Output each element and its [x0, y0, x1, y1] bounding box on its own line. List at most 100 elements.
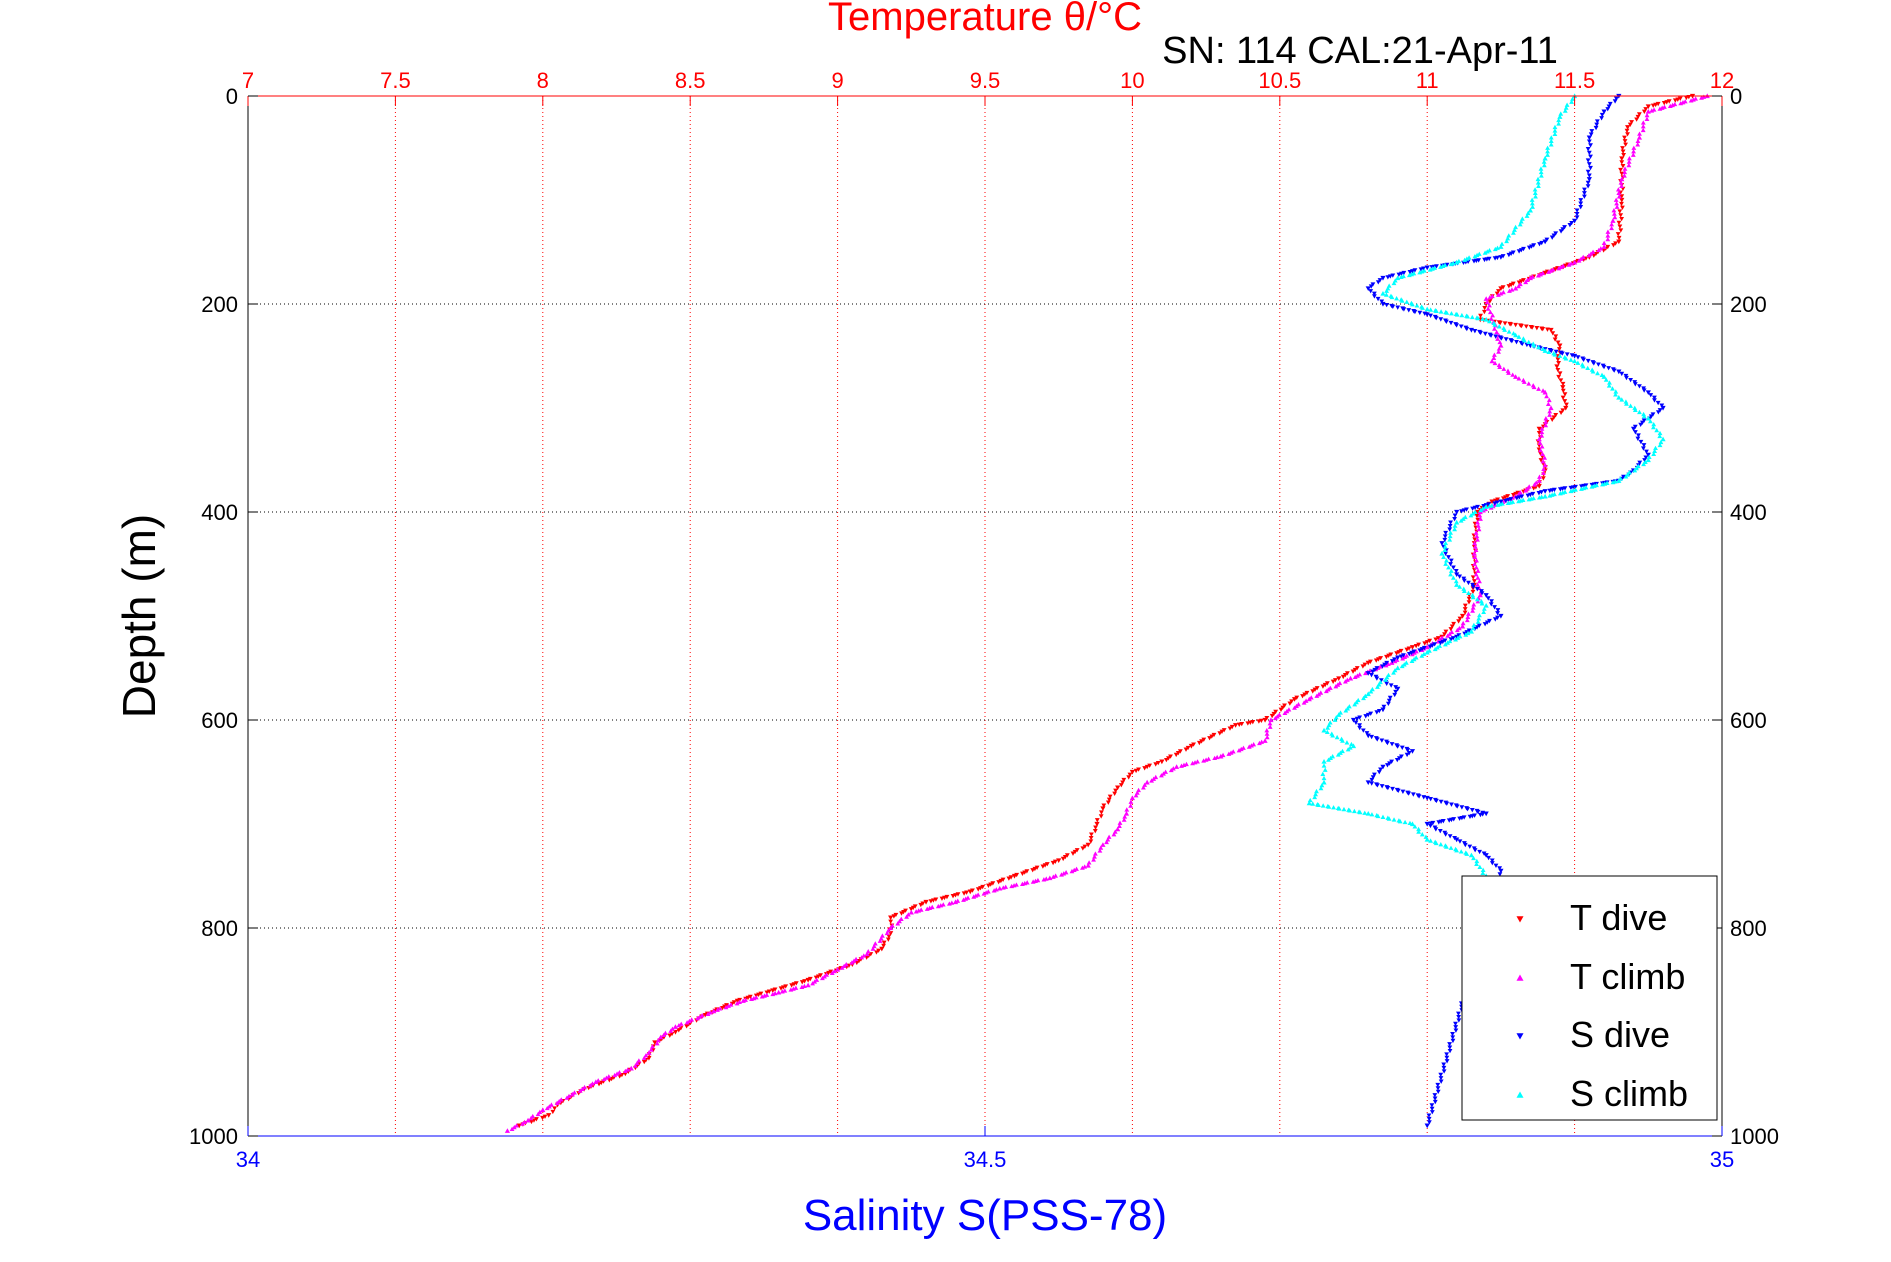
data-point-interp [1080, 846, 1086, 851]
data-point-interp [1688, 98, 1694, 103]
data-point-interp [1481, 609, 1487, 615]
data-point-interp [1153, 762, 1159, 767]
data-point-interp [1487, 303, 1492, 308]
data-point [1424, 837, 1430, 842]
data-point-interp [514, 1123, 519, 1128]
data-point-interp [1552, 352, 1558, 357]
data-point-interp [1619, 371, 1625, 377]
data-point-interp [1267, 724, 1273, 729]
data-point [1586, 177, 1592, 182]
data-point-interp [1092, 829, 1098, 834]
data-point-interp [1207, 736, 1212, 741]
data-point-interp [1537, 474, 1542, 479]
data-point-interp [1648, 393, 1654, 398]
data-point-interp [1496, 349, 1501, 354]
data-point-interp [1539, 173, 1544, 178]
data-point-interp [1585, 147, 1591, 152]
data-point-interp [1646, 454, 1652, 459]
data-point-interp [1417, 310, 1423, 316]
data-point [1619, 176, 1625, 182]
data-point-interp [1472, 537, 1478, 542]
data-point-interp [1588, 132, 1594, 137]
data-point-interp [1465, 614, 1471, 619]
data-point-interp [1333, 684, 1339, 689]
data-point-interp [1553, 413, 1559, 418]
data-point-interp [1568, 485, 1574, 491]
data-point [1498, 244, 1504, 249]
data-point-interp [1444, 1052, 1450, 1057]
data-point-interp [1619, 171, 1625, 176]
data-point-interp [1450, 1038, 1456, 1044]
data-point [652, 1040, 658, 1045]
data-point [1536, 478, 1542, 483]
data-point [1498, 868, 1504, 874]
data-point-interp [1649, 108, 1655, 113]
data-point-interp [1448, 320, 1454, 326]
data-point [1513, 374, 1519, 379]
data-point-interp [1450, 1035, 1456, 1040]
data-point-interp [1620, 146, 1625, 151]
data-point-interp [799, 984, 805, 989]
data-point-interp [612, 1072, 618, 1078]
data-point-interp [1482, 331, 1488, 337]
data-point-interp [544, 1105, 550, 1111]
data-point-interp [1452, 513, 1458, 518]
data-point-interp [935, 903, 941, 909]
data-point-interp [572, 1090, 577, 1095]
data-point [1347, 675, 1354, 681]
data-point-interp [1465, 630, 1471, 636]
data-point-interp [1375, 280, 1381, 285]
data-point-interp [1105, 800, 1111, 805]
data-point-interp [654, 1041, 660, 1046]
data-point-interp [1641, 413, 1647, 419]
data-point-interp [1491, 352, 1497, 357]
data-point-interp [1319, 782, 1325, 788]
data-point-interp [1574, 211, 1580, 217]
data-point-interp [1472, 509, 1478, 514]
data-point-interp [1438, 799, 1444, 805]
data-point-interp [1133, 793, 1139, 798]
data-point [1527, 275, 1533, 281]
data-point-interp [1409, 650, 1414, 656]
data-point-interp [1546, 269, 1551, 274]
data-point-interp [648, 1047, 654, 1052]
data-point-interp [1449, 311, 1454, 316]
data-point [1291, 697, 1298, 702]
data-point [1389, 660, 1395, 665]
data-point-interp [1506, 252, 1512, 258]
data-point-interp [1576, 258, 1582, 263]
data-point-interp [1442, 547, 1448, 553]
data-point-interp [1492, 322, 1498, 327]
data-point-interp [1428, 307, 1434, 312]
data-point-interp [1470, 605, 1476, 610]
data-point-interp [1613, 96, 1619, 101]
data-point [1395, 686, 1401, 692]
data-point-interp [975, 887, 981, 892]
data-point-interp [1643, 455, 1649, 460]
data-point-interp [1450, 1031, 1455, 1037]
data-point [1365, 811, 1371, 816]
data-point-interp [1245, 721, 1251, 726]
data-point-interp [861, 953, 867, 958]
data-point [1572, 358, 1578, 364]
data-point-interp [1395, 788, 1401, 794]
data-point-interp [1535, 273, 1541, 278]
data-point-interp [1441, 1069, 1447, 1074]
data-point-interp [1292, 705, 1297, 710]
data-point-interp [695, 1015, 700, 1021]
data-point-interp [1369, 812, 1375, 817]
data-point-interp [988, 882, 994, 887]
data-point-interp [1471, 855, 1476, 861]
data-point-interp [1638, 422, 1644, 428]
data-point-interp [1543, 416, 1549, 421]
data-point-interp [1541, 162, 1547, 168]
data-point-interp [1399, 745, 1405, 750]
data-point [1424, 649, 1430, 655]
data-point-interp [1211, 732, 1217, 738]
data-point [1645, 109, 1651, 114]
data-point [1489, 358, 1495, 364]
data-point-interp [1320, 684, 1326, 689]
data-point-interp [1060, 856, 1066, 862]
data-point-interp [1030, 868, 1036, 873]
data-point-interp [1332, 717, 1338, 722]
